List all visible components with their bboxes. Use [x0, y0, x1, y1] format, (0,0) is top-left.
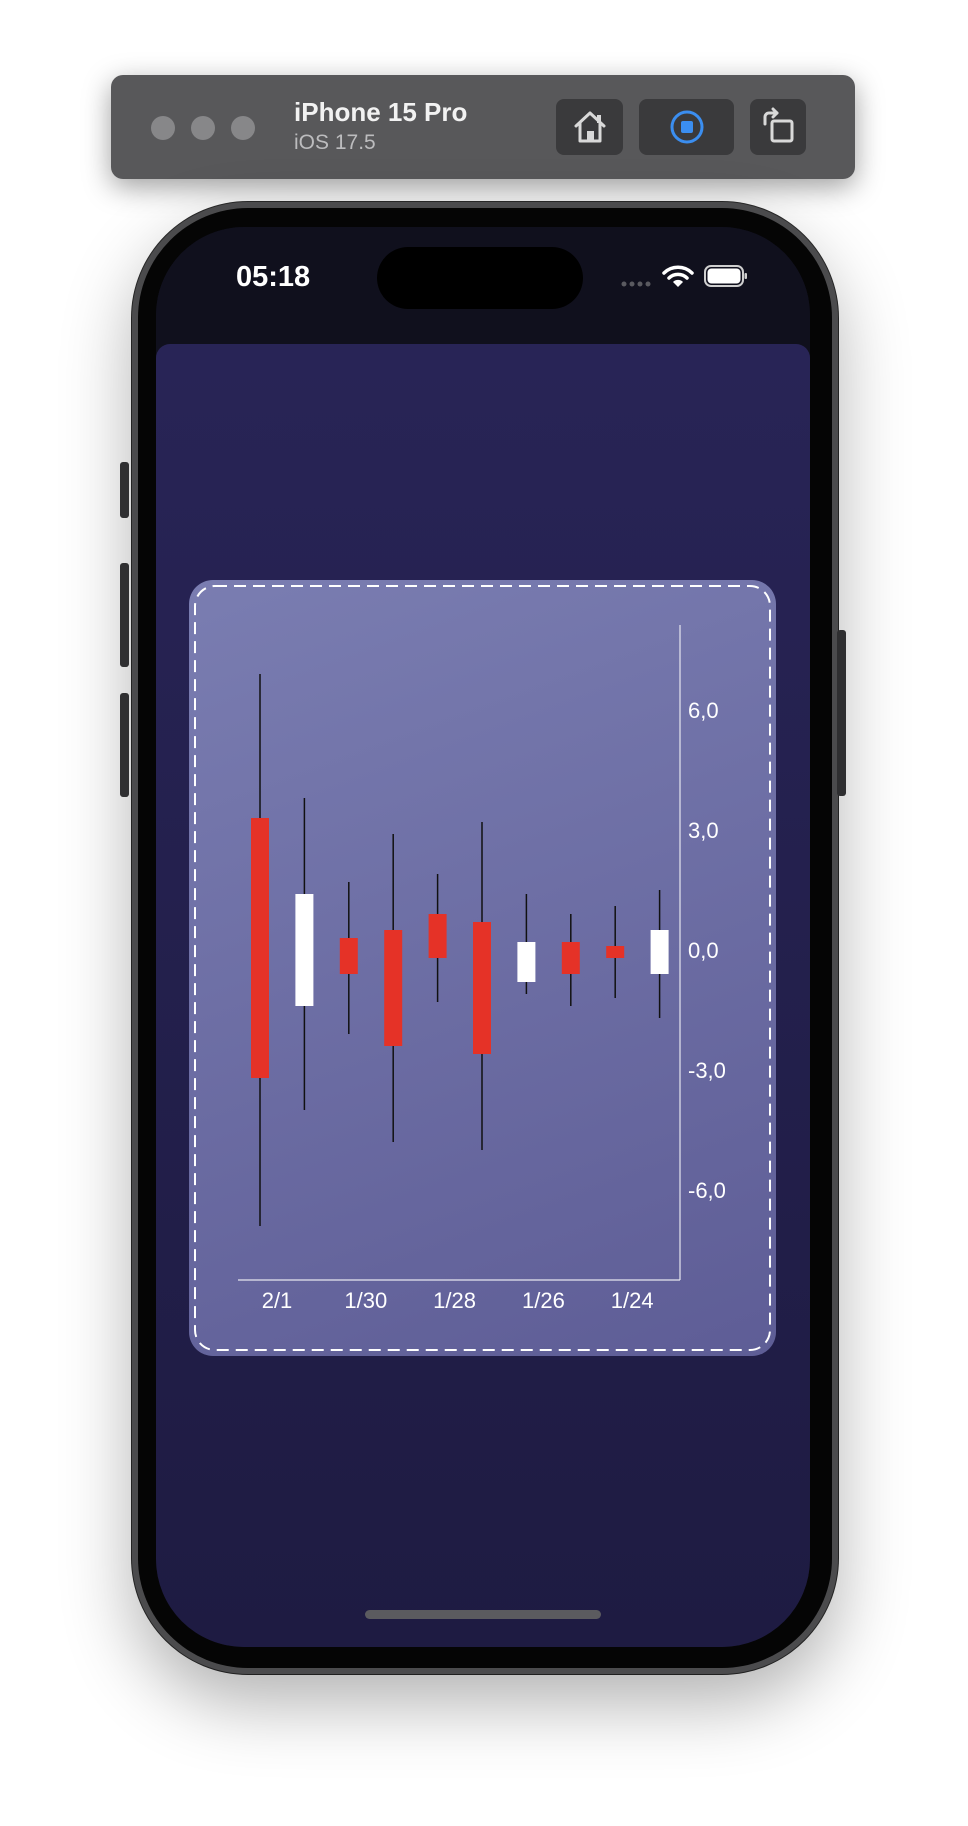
x-tick-label: 1/24 — [611, 1288, 654, 1313]
home-button[interactable] — [556, 99, 623, 155]
volume-down-button[interactable] — [120, 693, 129, 797]
volume-up-button[interactable] — [120, 563, 129, 667]
y-tick-labels: 6,0 3,0 0,0 -3,0 -6,0 — [688, 698, 726, 1203]
candlestick-chart: 6,0 3,0 0,0 -3,0 -6,0 2/1 1/30 1/28 1/26 1/24 — [194, 585, 771, 1351]
action-button[interactable] — [120, 462, 129, 518]
candle-body — [561, 942, 580, 974]
dashed-border — [194, 585, 771, 1351]
candle-body — [339, 938, 358, 974]
y-tick-label: 0,0 — [688, 938, 719, 963]
candle-body — [650, 930, 669, 974]
candle-body — [384, 930, 403, 1046]
rotate-icon — [763, 107, 794, 143]
dynamic-island — [377, 247, 583, 309]
x-tick-label: 1/30 — [344, 1288, 387, 1313]
status-bar: 05:18 — [156, 227, 810, 344]
wifi-icon — [662, 265, 694, 287]
candle-body — [517, 942, 536, 982]
x-tick-label: 1/28 — [433, 1288, 476, 1313]
y-tick-label: -3,0 — [688, 1058, 726, 1083]
x-tick-labels: 2/1 1/30 1/28 1/26 1/24 — [262, 1288, 654, 1313]
y-tick-label: -6,0 — [688, 1178, 726, 1203]
signal-icon — [621, 281, 651, 287]
candle-body — [251, 818, 269, 1078]
minimize-window-dot[interactable] — [191, 116, 215, 140]
rotate-button[interactable] — [750, 99, 806, 155]
device-name: iPhone 15 Pro — [294, 97, 468, 127]
x-tick-label: 1/26 — [522, 1288, 565, 1313]
candle-body — [295, 894, 314, 1006]
power-button[interactable] — [837, 630, 846, 796]
screenshot-icon — [670, 110, 703, 144]
home-icon — [574, 111, 605, 143]
candle-body — [473, 922, 491, 1054]
screenshot-button[interactable] — [639, 99, 734, 155]
close-window-dot[interactable] — [151, 116, 175, 140]
home-indicator[interactable] — [365, 1610, 601, 1619]
zoom-window-dot[interactable] — [231, 116, 255, 140]
x-tick-label: 2/1 — [262, 1288, 293, 1313]
candle-series — [251, 674, 669, 1226]
status-time: 05:18 — [236, 261, 311, 293]
battery-icon — [704, 265, 747, 287]
chart-card: 6,0 3,0 0,0 -3,0 -6,0 2/1 1/30 1/28 1/26 1/24 — [189, 580, 776, 1356]
y-tick-label: 6,0 — [688, 698, 719, 723]
y-tick-label: 3,0 — [688, 818, 719, 843]
os-version: iOS 17.5 — [294, 131, 376, 154]
simulator-toolbar: iPhone 15 Pro iOS 17.5 — [111, 75, 855, 179]
candle-body — [606, 946, 625, 958]
candle-body — [428, 914, 447, 958]
